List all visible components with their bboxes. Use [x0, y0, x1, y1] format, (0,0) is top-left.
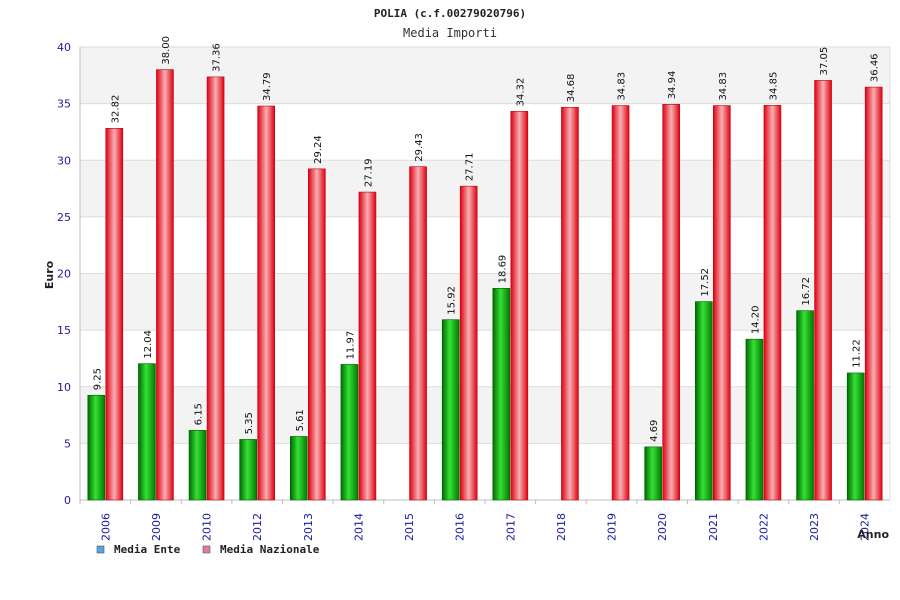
x-tick-label: 2012 [251, 513, 264, 541]
legend-swatch-nazionale [202, 545, 211, 554]
x-tick-label: 2013 [302, 513, 315, 541]
bar [644, 446, 662, 501]
bar [662, 104, 680, 501]
chart-subtitle: Media Importi [403, 26, 497, 40]
bar [510, 111, 529, 501]
bar [763, 105, 782, 501]
bar [814, 80, 832, 501]
bar [695, 301, 713, 501]
bar [156, 69, 174, 501]
y-tick-label: 25 [57, 211, 71, 224]
bar-value-label: 34.79 [262, 72, 273, 101]
bar [105, 128, 124, 501]
bar [188, 430, 207, 501]
x-tick-label: 2020 [656, 513, 669, 541]
bar [864, 86, 883, 501]
x-tick-label: 2018 [555, 513, 568, 541]
bar-value-label: 34.83 [718, 72, 729, 101]
y-tick-label: 15 [57, 324, 71, 337]
x-tick-label: 2006 [99, 513, 112, 541]
bar [290, 436, 308, 501]
bar-value-label: 34.32 [515, 78, 526, 107]
y-tick-label: 10 [57, 381, 71, 394]
bar [796, 310, 814, 501]
bars [87, 69, 883, 501]
bar-value-label: 34.83 [617, 72, 628, 101]
bar-value-label: 37.36 [212, 43, 223, 72]
y-axis-ticks: 0 5 10 15 20 25 30 35 40 [57, 41, 71, 507]
x-tick-label: 2015 [403, 513, 416, 541]
bar-value-label: 36.46 [870, 53, 881, 82]
bar [713, 105, 731, 501]
bar-value-label: 4.69 [649, 420, 660, 442]
bar-value-label: 9.25 [92, 368, 103, 390]
x-tick-label: 2014 [352, 513, 365, 541]
bar-value-label: 34.68 [566, 74, 577, 103]
bar-value-label: 37.05 [819, 47, 830, 76]
x-axis-ticks: 2006 2009 2010 2012 2013 2014 2015 2016 2017 2018… [79, 500, 872, 541]
bar [492, 288, 511, 501]
bar-value-label: 29.43 [414, 133, 425, 162]
bar [409, 166, 427, 501]
bar-value-label: 38.00 [161, 36, 172, 65]
x-tick-label: 2024 [859, 513, 872, 541]
bar [138, 363, 156, 501]
bar-value-label: 16.72 [801, 277, 812, 306]
x-tick-label: 2010 [201, 513, 214, 541]
bar-value-label: 5.35 [244, 412, 255, 434]
bar [745, 338, 764, 501]
y-axis-label: Euro [43, 260, 56, 289]
legend: Media Ente Media Nazionale [96, 543, 320, 556]
bar [459, 185, 478, 501]
bar-value-label: 29.24 [313, 135, 324, 164]
bar-value-label: 17.52 [700, 268, 711, 297]
y-tick-label: 30 [57, 154, 71, 167]
bar-value-label: 11.97 [345, 331, 356, 360]
bar [611, 105, 630, 501]
legend-label-nazionale: Media Nazionale [220, 543, 320, 556]
bar-labels: 9.25 32.82 12.04 38.00 6.15 37.36 5.35 34.79 5.6… [92, 36, 880, 442]
bar-value-label: 27.71 [465, 153, 476, 182]
bar [358, 191, 377, 501]
bar-value-label: 34.94 [667, 71, 678, 100]
bar-value-label: 11.22 [852, 339, 863, 368]
x-tick-label: 2019 [606, 513, 619, 541]
bar [441, 319, 460, 501]
x-tick-label: 2016 [454, 513, 467, 541]
bar [206, 76, 225, 501]
bar-value-label: 14.20 [750, 306, 761, 335]
y-tick-label: 0 [64, 494, 71, 507]
y-tick-label: 35 [57, 98, 71, 111]
chart-title: POLIA (c.f.00279020796) [374, 7, 526, 20]
x-tick-label: 2017 [504, 513, 517, 541]
y-tick-label: 20 [57, 268, 71, 281]
bar [561, 106, 579, 501]
bar-value-label: 12.04 [143, 330, 154, 359]
bar [846, 372, 865, 501]
x-tick-label: 2009 [150, 513, 163, 541]
bar-value-label: 15.92 [447, 286, 458, 315]
bar-value-label: 5.61 [295, 409, 306, 431]
bar [257, 105, 275, 501]
bar-value-label: 18.69 [497, 255, 508, 284]
bar [308, 168, 326, 501]
bar-value-label: 32.82 [110, 95, 121, 124]
y-tick-label: 40 [57, 41, 71, 54]
bar [87, 394, 106, 501]
legend-swatch-ente [96, 545, 105, 554]
bar [239, 439, 257, 501]
bar-value-label: 27.19 [363, 158, 374, 187]
x-tick-label: 2022 [757, 513, 770, 541]
bar-value-label: 6.15 [194, 403, 205, 425]
x-axis-label: Anno [857, 528, 889, 541]
x-tick-label: 2021 [707, 513, 720, 541]
y-tick-label: 5 [64, 437, 71, 450]
legend-label-ente: Media Ente [114, 543, 181, 556]
x-tick-label: 2023 [808, 513, 821, 541]
bar-value-label: 34.85 [768, 72, 779, 101]
bar [340, 364, 359, 501]
